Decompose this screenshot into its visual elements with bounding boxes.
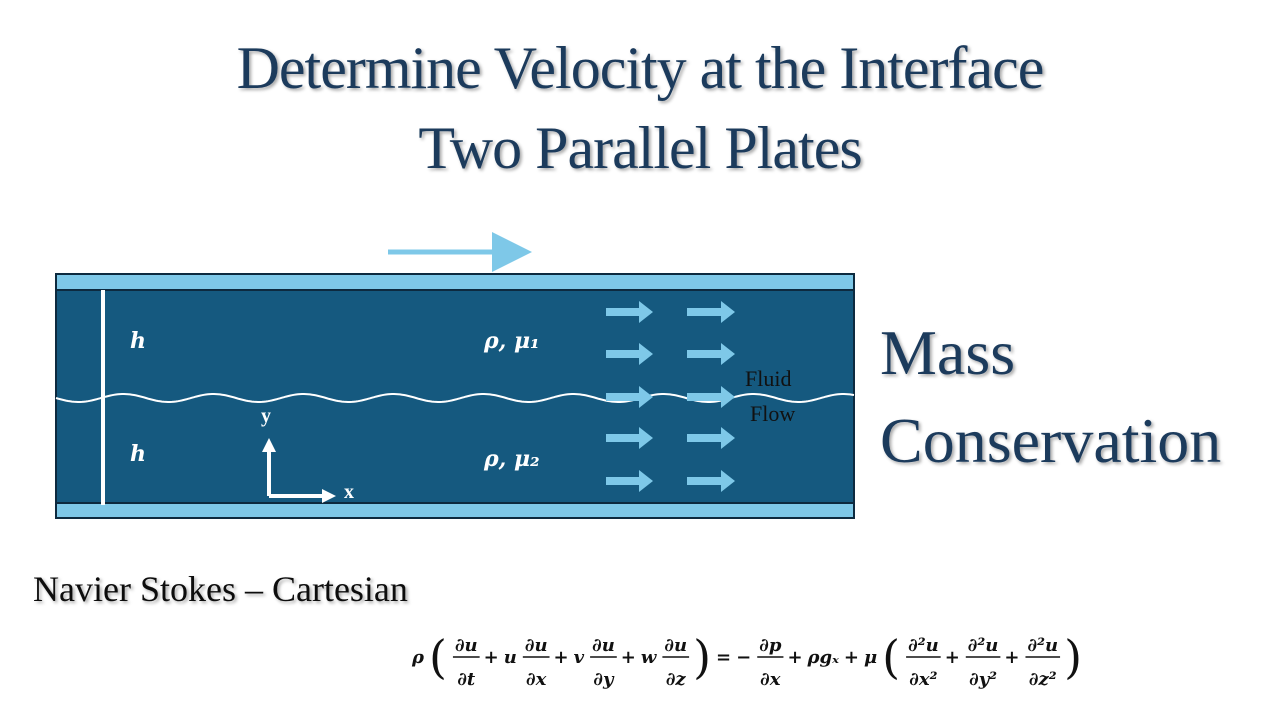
fluid-label: ρ, μ₂: [483, 446, 540, 472]
top-plate: [55, 273, 855, 291]
height-label: h: [130, 328, 146, 354]
side-heading: Conservation: [880, 405, 1221, 476]
symbol: +: [554, 647, 569, 668]
axis-label: y: [261, 405, 271, 427]
denominator: ∂t: [457, 669, 476, 690]
flow-arrow: [687, 343, 735, 365]
axis-label: x: [344, 481, 354, 503]
flow-arrows: [606, 301, 735, 492]
flow-arrow: [687, 470, 735, 492]
side-heading: Mass: [880, 317, 1015, 388]
symbol: +: [621, 647, 636, 668]
axes-heads: [262, 438, 336, 503]
flow-label: Fluid: [745, 366, 791, 391]
symbol: +: [1004, 647, 1019, 668]
paren: (: [882, 630, 900, 684]
denominator: ∂x: [526, 669, 547, 690]
numerator: ∂u: [455, 635, 478, 656]
numerator: ∂²u: [1027, 635, 1058, 656]
numerator: ∂u: [664, 635, 687, 656]
paren: (: [429, 630, 447, 684]
symbol: μ: [864, 647, 877, 668]
numerator: ∂u: [592, 635, 615, 656]
symbol: =: [716, 647, 731, 668]
bottom-plate: [55, 502, 855, 519]
numerator: ∂²u: [968, 635, 999, 656]
numerator: ∂p: [759, 635, 782, 656]
section-title: Navier Stokes – Cartesian: [33, 569, 408, 609]
flow-arrow: [606, 427, 653, 449]
flow-arrow: [606, 386, 653, 408]
symbol: ρ: [411, 647, 425, 668]
numerator: ∂²u: [908, 635, 939, 656]
symbol: −: [736, 647, 751, 668]
symbol: +: [787, 647, 802, 668]
symbol: v: [574, 647, 585, 668]
denominator: ∂y: [593, 669, 615, 690]
title-line: Two Parallel Plates: [418, 115, 861, 181]
flow-arrow: [687, 427, 735, 449]
denominator: ∂x²: [909, 669, 937, 690]
equation: ρ(∂u∂t+ u∂u∂x+ v∂u∂y+ w∂u∂z) = −∂p∂x+ ρgₓ + μ(∂²…: [411, 630, 1082, 690]
title-line: Determine Velocity at the Interface: [237, 35, 1044, 101]
flow-label: Flow: [750, 401, 795, 426]
flow-arrow: [687, 301, 735, 323]
axes: [267, 448, 326, 498]
height-label: h: [130, 441, 146, 467]
fluid-label: ρ, μ₁: [483, 328, 540, 354]
denominator: ∂z: [666, 669, 687, 690]
paren: ): [1064, 630, 1082, 684]
plate-velocity-label: U₁: [440, 210, 469, 236]
symbol: +: [484, 647, 499, 668]
flow-arrow: [606, 470, 653, 492]
symbol: +: [945, 647, 960, 668]
denominator: ∂z²: [1029, 669, 1057, 690]
flow-arrow: [606, 343, 653, 365]
symbol: u: [504, 647, 517, 668]
paren: ): [693, 630, 711, 684]
denominator: ∂y²: [969, 669, 997, 690]
flow-arrow: [687, 386, 735, 408]
denominator: ∂x: [760, 669, 781, 690]
numerator: ∂u: [525, 635, 548, 656]
symbol: w: [641, 647, 658, 668]
symbol: +: [844, 647, 859, 668]
flow-arrow: [606, 301, 653, 323]
symbol: ρgₓ: [807, 647, 840, 668]
